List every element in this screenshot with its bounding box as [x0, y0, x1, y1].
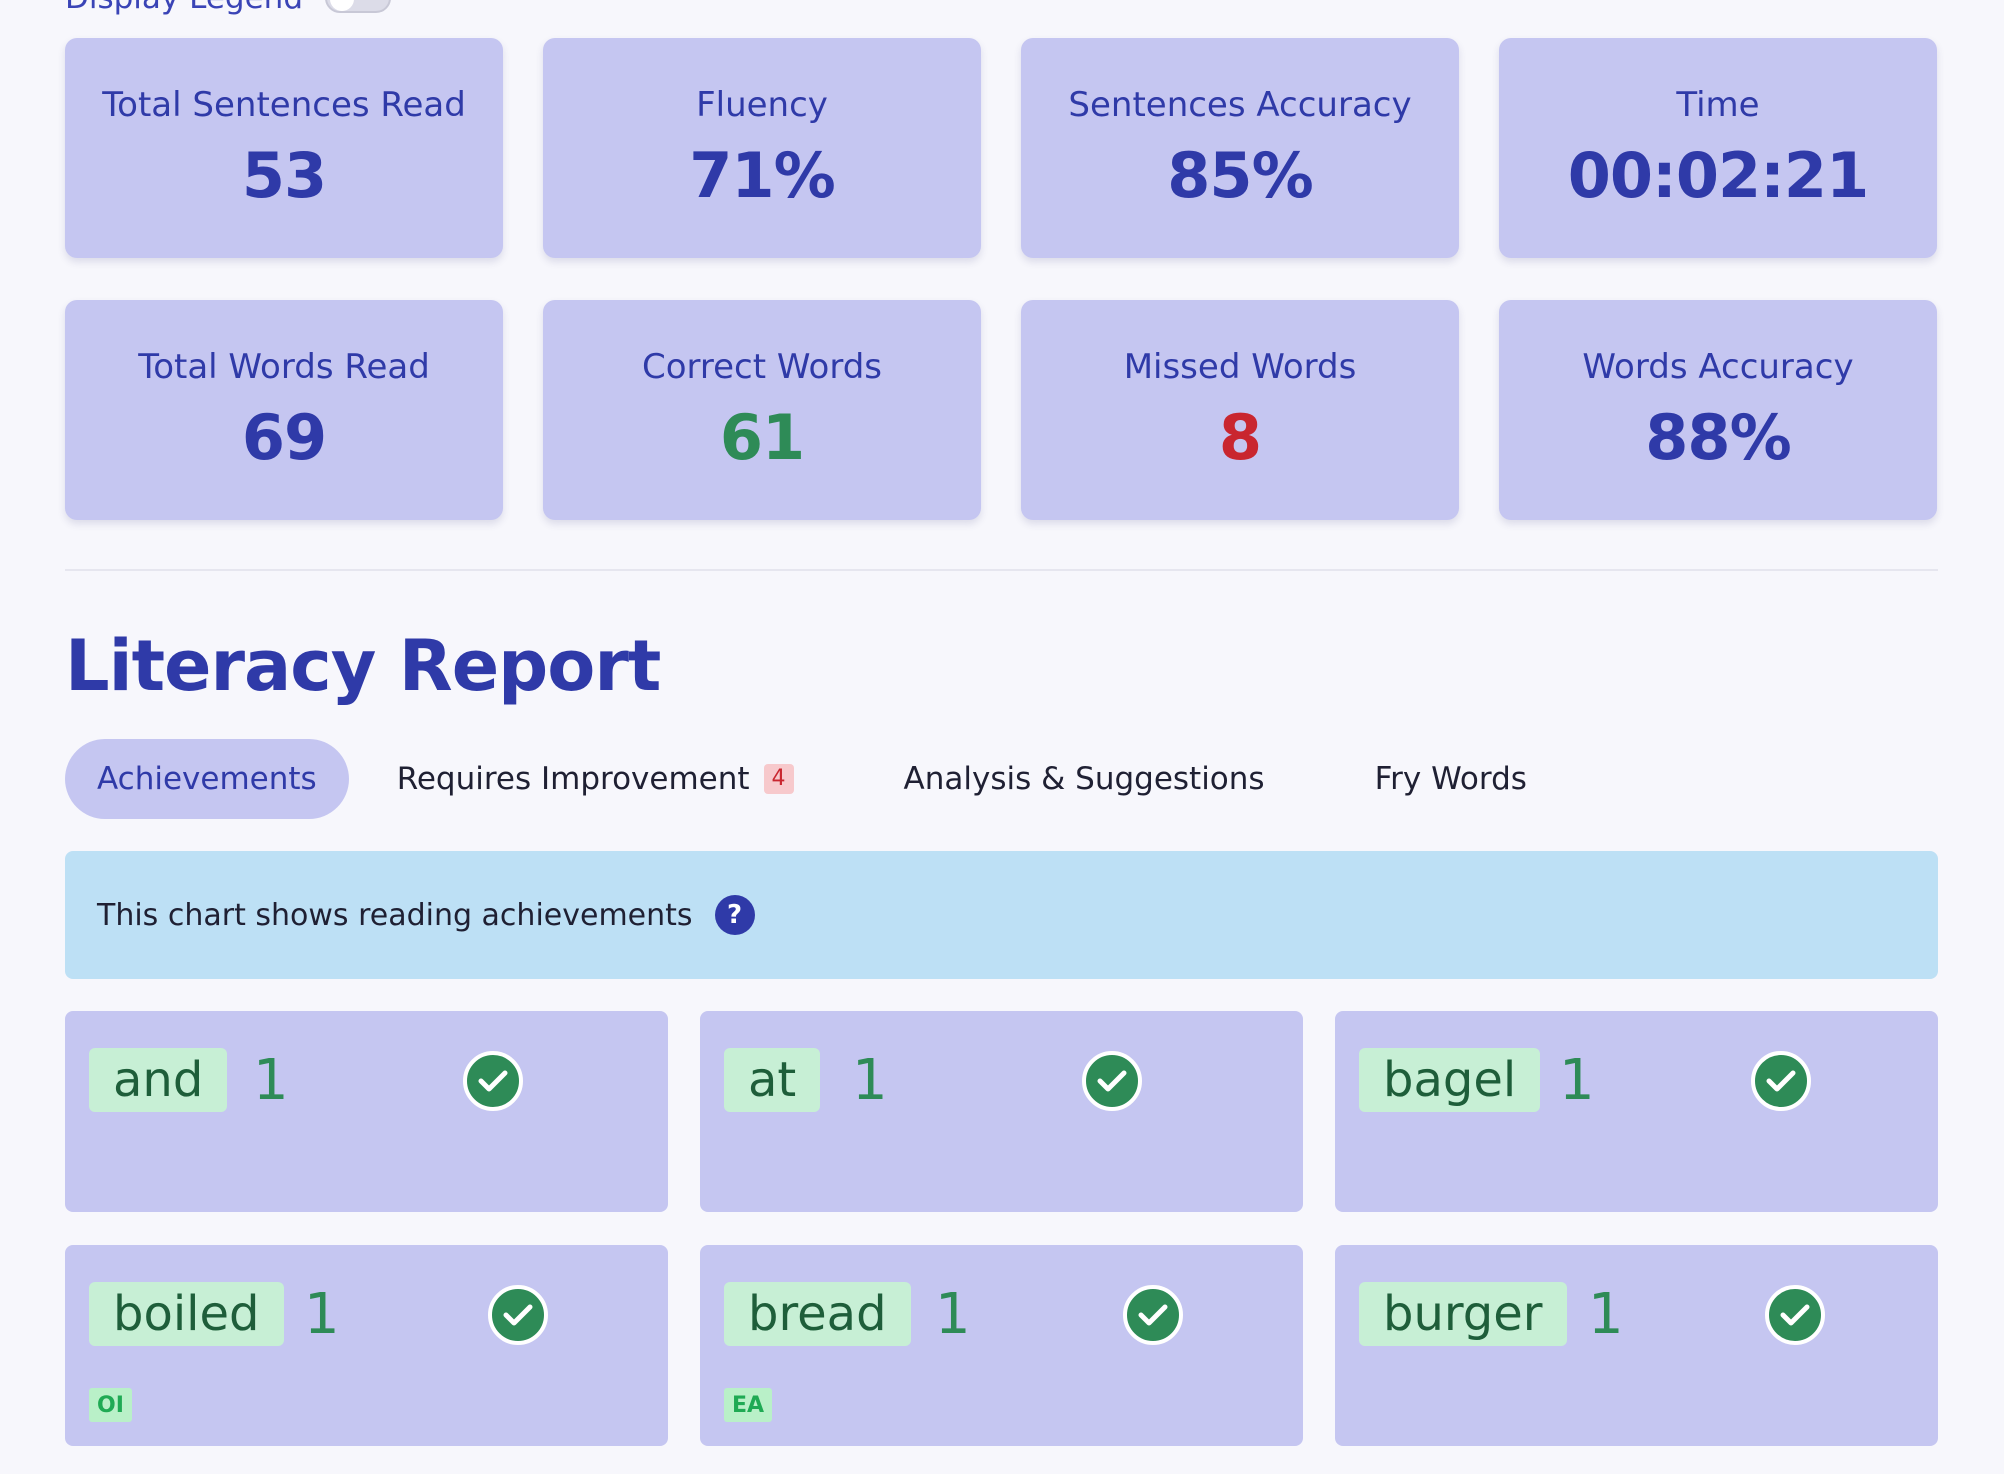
word-count: 1 [253, 1047, 289, 1113]
stat-label: Correct Words [641, 346, 882, 387]
stat-value: 88% [1645, 400, 1791, 474]
report-title: Literacy Report [65, 625, 661, 707]
stat-label: Fluency [696, 84, 828, 125]
stat-card-total-words: Total Words Read 69 [65, 300, 503, 520]
tab-achievements[interactable]: Achievements [65, 739, 349, 819]
word-count: 1 [304, 1281, 340, 1347]
section-divider [65, 569, 1938, 571]
toggle-knob [330, 0, 354, 11]
tab-fry-words[interactable]: Fry Words [1343, 739, 1559, 819]
check-circle-icon [1082, 1051, 1142, 1111]
check-circle-icon [1751, 1051, 1811, 1111]
stats-grid: Total Sentences Read 53 Fluency 71% Sent… [65, 38, 1938, 520]
stat-card-missed-words: Missed Words 8 [1021, 300, 1459, 520]
stat-card-words-accuracy: Words Accuracy 88% [1499, 300, 1937, 520]
info-banner: This chart shows reading achievements ? [65, 851, 1938, 979]
word-chip: bagel [1359, 1048, 1541, 1112]
stat-label: Missed Words [1123, 346, 1357, 387]
tab-label: Requires Improvement [396, 761, 750, 797]
count-badge: 4 [763, 764, 794, 794]
info-text: This chart shows reading achievements [97, 897, 693, 933]
stat-label: Sentences Accuracy [1068, 84, 1412, 125]
legend-toggle[interactable] [325, 0, 391, 13]
word-count: 1 [1588, 1281, 1624, 1347]
word-chip: burger [1359, 1282, 1567, 1346]
tab-label: Analysis & Suggestions [903, 761, 1265, 797]
help-icon[interactable]: ? [714, 895, 755, 935]
stat-card-fluency: Fluency 71% [543, 38, 981, 258]
stat-value: 85% [1167, 138, 1313, 212]
word-count: 1 [935, 1281, 971, 1347]
stat-value: 61 [719, 400, 805, 474]
word-count: 1 [1559, 1047, 1595, 1113]
stat-value: 71% [689, 138, 835, 212]
check-circle-icon [1123, 1285, 1183, 1345]
legend-control: Display Legend [65, 0, 391, 16]
stat-card-total-sentences: Total Sentences Read 53 [65, 38, 503, 258]
tab-label: Achievements [97, 761, 317, 797]
word-chip: bread [724, 1282, 911, 1346]
word-chip: boiled [89, 1282, 284, 1346]
phonics-pattern-tag: OI [89, 1388, 132, 1422]
stat-card-correct-words: Correct Words 61 [543, 300, 981, 520]
word-card: burger 1 [1335, 1245, 1938, 1446]
check-circle-icon [1765, 1285, 1825, 1345]
report-tabs: Achievements Requires Improvement 4 Anal… [65, 739, 1559, 819]
legend-label: Display Legend [65, 0, 303, 16]
word-card: at 1 [700, 1011, 1303, 1212]
stat-card-time: Time 00:02:21 [1499, 38, 1937, 258]
achievement-words-grid: and 1 at 1 bagel 1 boiled 1 OI bread 1 E… [65, 1011, 1938, 1446]
phonics-pattern-tag: EA [724, 1388, 773, 1422]
word-card: bagel 1 [1335, 1011, 1938, 1212]
tab-label: Fry Words [1374, 761, 1527, 797]
stat-value: 00:02:21 [1567, 138, 1869, 212]
word-chip: and [89, 1048, 228, 1112]
word-chip: at [724, 1048, 821, 1112]
word-count: 1 [852, 1047, 888, 1113]
tab-analysis-suggestions[interactable]: Analysis & Suggestions [872, 739, 1297, 819]
word-card: boiled 1 OI [65, 1245, 668, 1446]
stat-label: Words Accuracy [1582, 346, 1854, 387]
stat-label: Total Sentences Read [102, 84, 466, 125]
word-card: and 1 [65, 1011, 668, 1212]
stat-label: Time [1676, 84, 1760, 125]
stat-value: 8 [1218, 400, 1262, 474]
stat-card-sentences-accuracy: Sentences Accuracy 85% [1021, 38, 1459, 258]
word-card: bread 1 EA [700, 1245, 1303, 1446]
stat-value: 53 [241, 138, 327, 212]
stat-value: 69 [241, 400, 327, 474]
check-circle-icon [488, 1285, 548, 1345]
check-circle-icon [463, 1051, 523, 1111]
tab-requires-improvement[interactable]: Requires Improvement 4 [365, 739, 826, 819]
stat-label: Total Words Read [138, 346, 430, 387]
